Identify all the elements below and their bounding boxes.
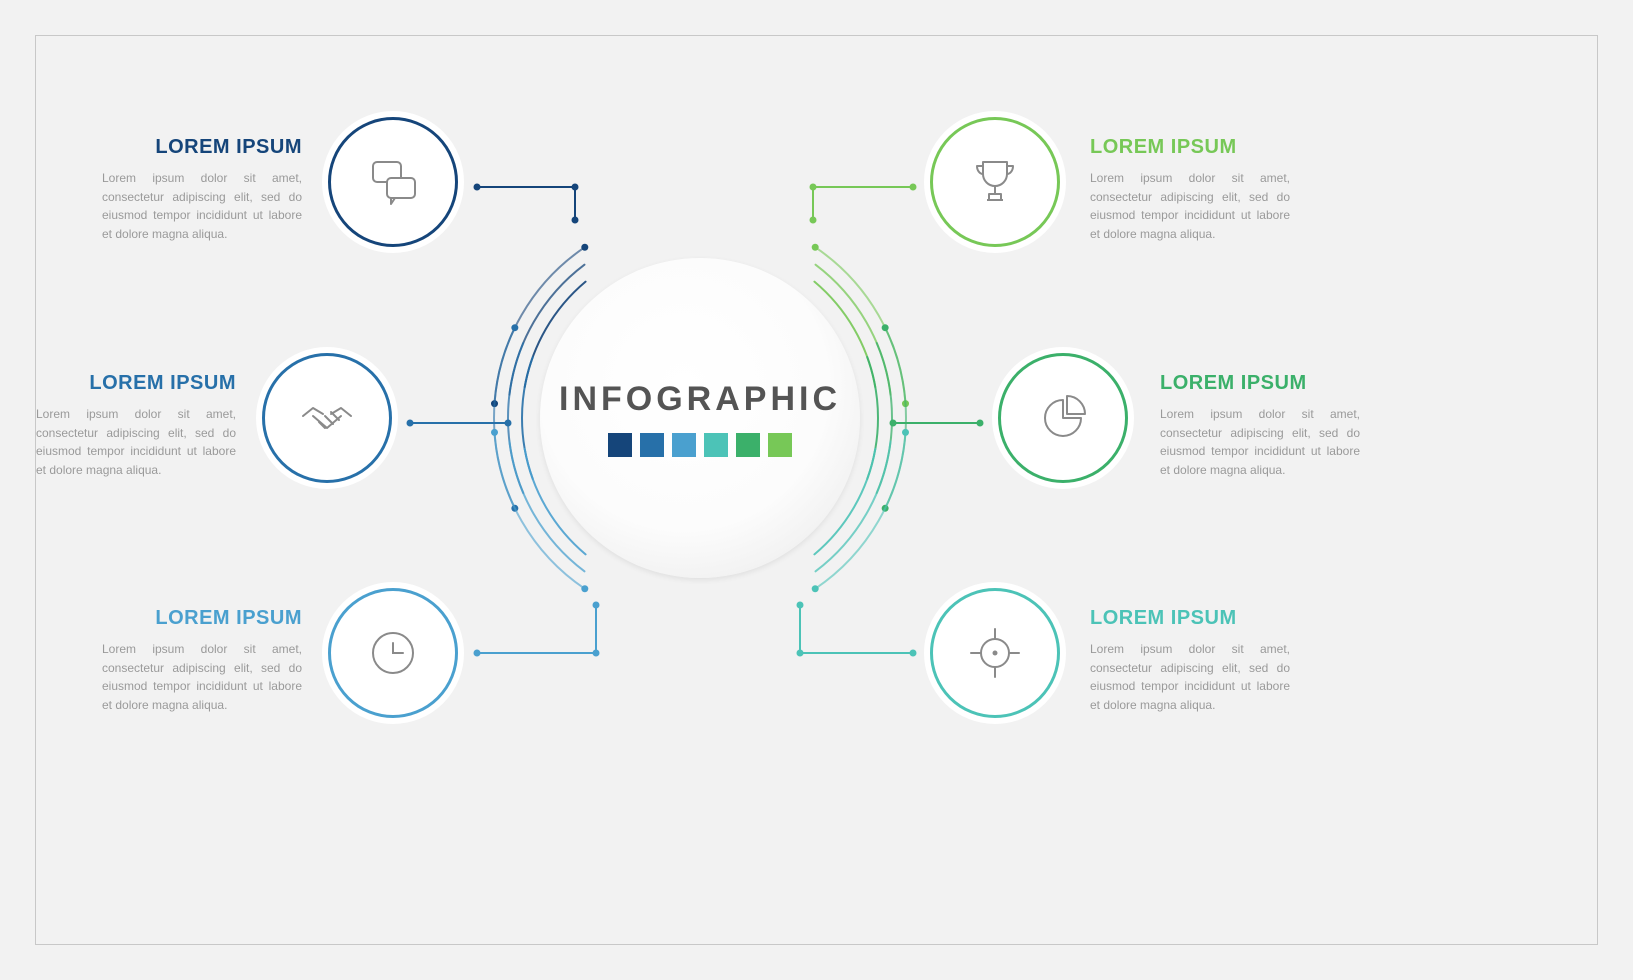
node-title: LOREM IPSUM xyxy=(102,607,302,630)
node-circle-n6 xyxy=(930,588,1060,718)
node-text-n2: LOREM IPSUM Lorem ipsum dolor sit amet, c… xyxy=(36,372,236,479)
swatch-0 xyxy=(608,433,632,457)
center-circle: INFOGRAPHIC xyxy=(540,258,860,578)
node-body: Lorem ipsum dolor sit amet, consectetur … xyxy=(1090,169,1290,243)
node-title: LOREM IPSUM xyxy=(1090,136,1290,159)
node-body: Lorem ipsum dolor sit amet, consectetur … xyxy=(102,169,302,243)
node-title: LOREM IPSUM xyxy=(1160,372,1360,395)
node-title: LOREM IPSUM xyxy=(1090,607,1290,630)
node-circle-n4 xyxy=(930,117,1060,247)
swatch-1 xyxy=(640,433,664,457)
node-title: LOREM IPSUM xyxy=(102,136,302,159)
center-swatches xyxy=(608,433,792,457)
node-text-n3: LOREM IPSUM Lorem ipsum dolor sit amet, c… xyxy=(102,607,302,714)
node-text-n6: LOREM IPSUM Lorem ipsum dolor sit amet, c… xyxy=(1090,607,1290,714)
node-text-n4: LOREM IPSUM Lorem ipsum dolor sit amet, c… xyxy=(1090,136,1290,243)
center-title: INFOGRAPHIC xyxy=(559,380,841,419)
node-title: LOREM IPSUM xyxy=(36,372,236,395)
swatch-5 xyxy=(768,433,792,457)
node-circle-n1 xyxy=(328,117,458,247)
node-circle-n3 xyxy=(328,588,458,718)
node-body: Lorem ipsum dolor sit amet, consectetur … xyxy=(1160,405,1360,479)
node-body: Lorem ipsum dolor sit amet, consectetur … xyxy=(1090,640,1290,714)
swatch-4 xyxy=(736,433,760,457)
node-text-n1: LOREM IPSUM Lorem ipsum dolor sit amet, c… xyxy=(102,136,302,243)
node-text-n5: LOREM IPSUM Lorem ipsum dolor sit amet, c… xyxy=(1160,372,1360,479)
node-body: Lorem ipsum dolor sit amet, consectetur … xyxy=(36,405,236,479)
node-circle-n2 xyxy=(262,353,392,483)
swatch-3 xyxy=(704,433,728,457)
swatch-2 xyxy=(672,433,696,457)
node-circle-n5 xyxy=(998,353,1128,483)
node-body: Lorem ipsum dolor sit amet, consectetur … xyxy=(102,640,302,714)
